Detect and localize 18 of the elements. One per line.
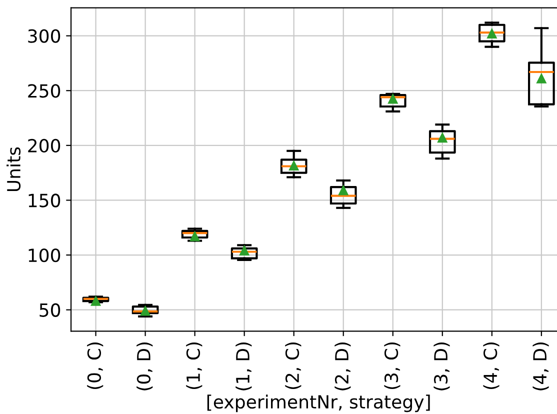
x-tick-label: (3, C) bbox=[384, 342, 400, 390]
x-tick-label: (0, D) bbox=[136, 342, 153, 390]
x-tick-label: (2, D) bbox=[334, 342, 351, 390]
y-tick-label: 250 bbox=[28, 84, 60, 98]
y-tick-label: 200 bbox=[28, 138, 60, 153]
x-tick-label: (4, D) bbox=[532, 342, 549, 390]
y-axis-title: Units bbox=[6, 147, 21, 192]
y-tick-label: 50 bbox=[40, 303, 60, 317]
x-tick-label: (3, D) bbox=[434, 342, 450, 390]
x-tick-label: (0, C) bbox=[87, 342, 104, 390]
y-tick-label: 300 bbox=[28, 29, 60, 43]
x-tick-label: (1, C) bbox=[186, 342, 202, 390]
x-tick-label: (1, D) bbox=[236, 342, 252, 390]
x-axis-title: [experimentNr, strategy] bbox=[207, 394, 430, 412]
x-tick-label: (2, C) bbox=[285, 342, 302, 390]
y-tick-label: 100 bbox=[28, 248, 60, 262]
x-tick-label: (4, C) bbox=[483, 342, 500, 390]
y-tick-label: 150 bbox=[28, 194, 60, 208]
